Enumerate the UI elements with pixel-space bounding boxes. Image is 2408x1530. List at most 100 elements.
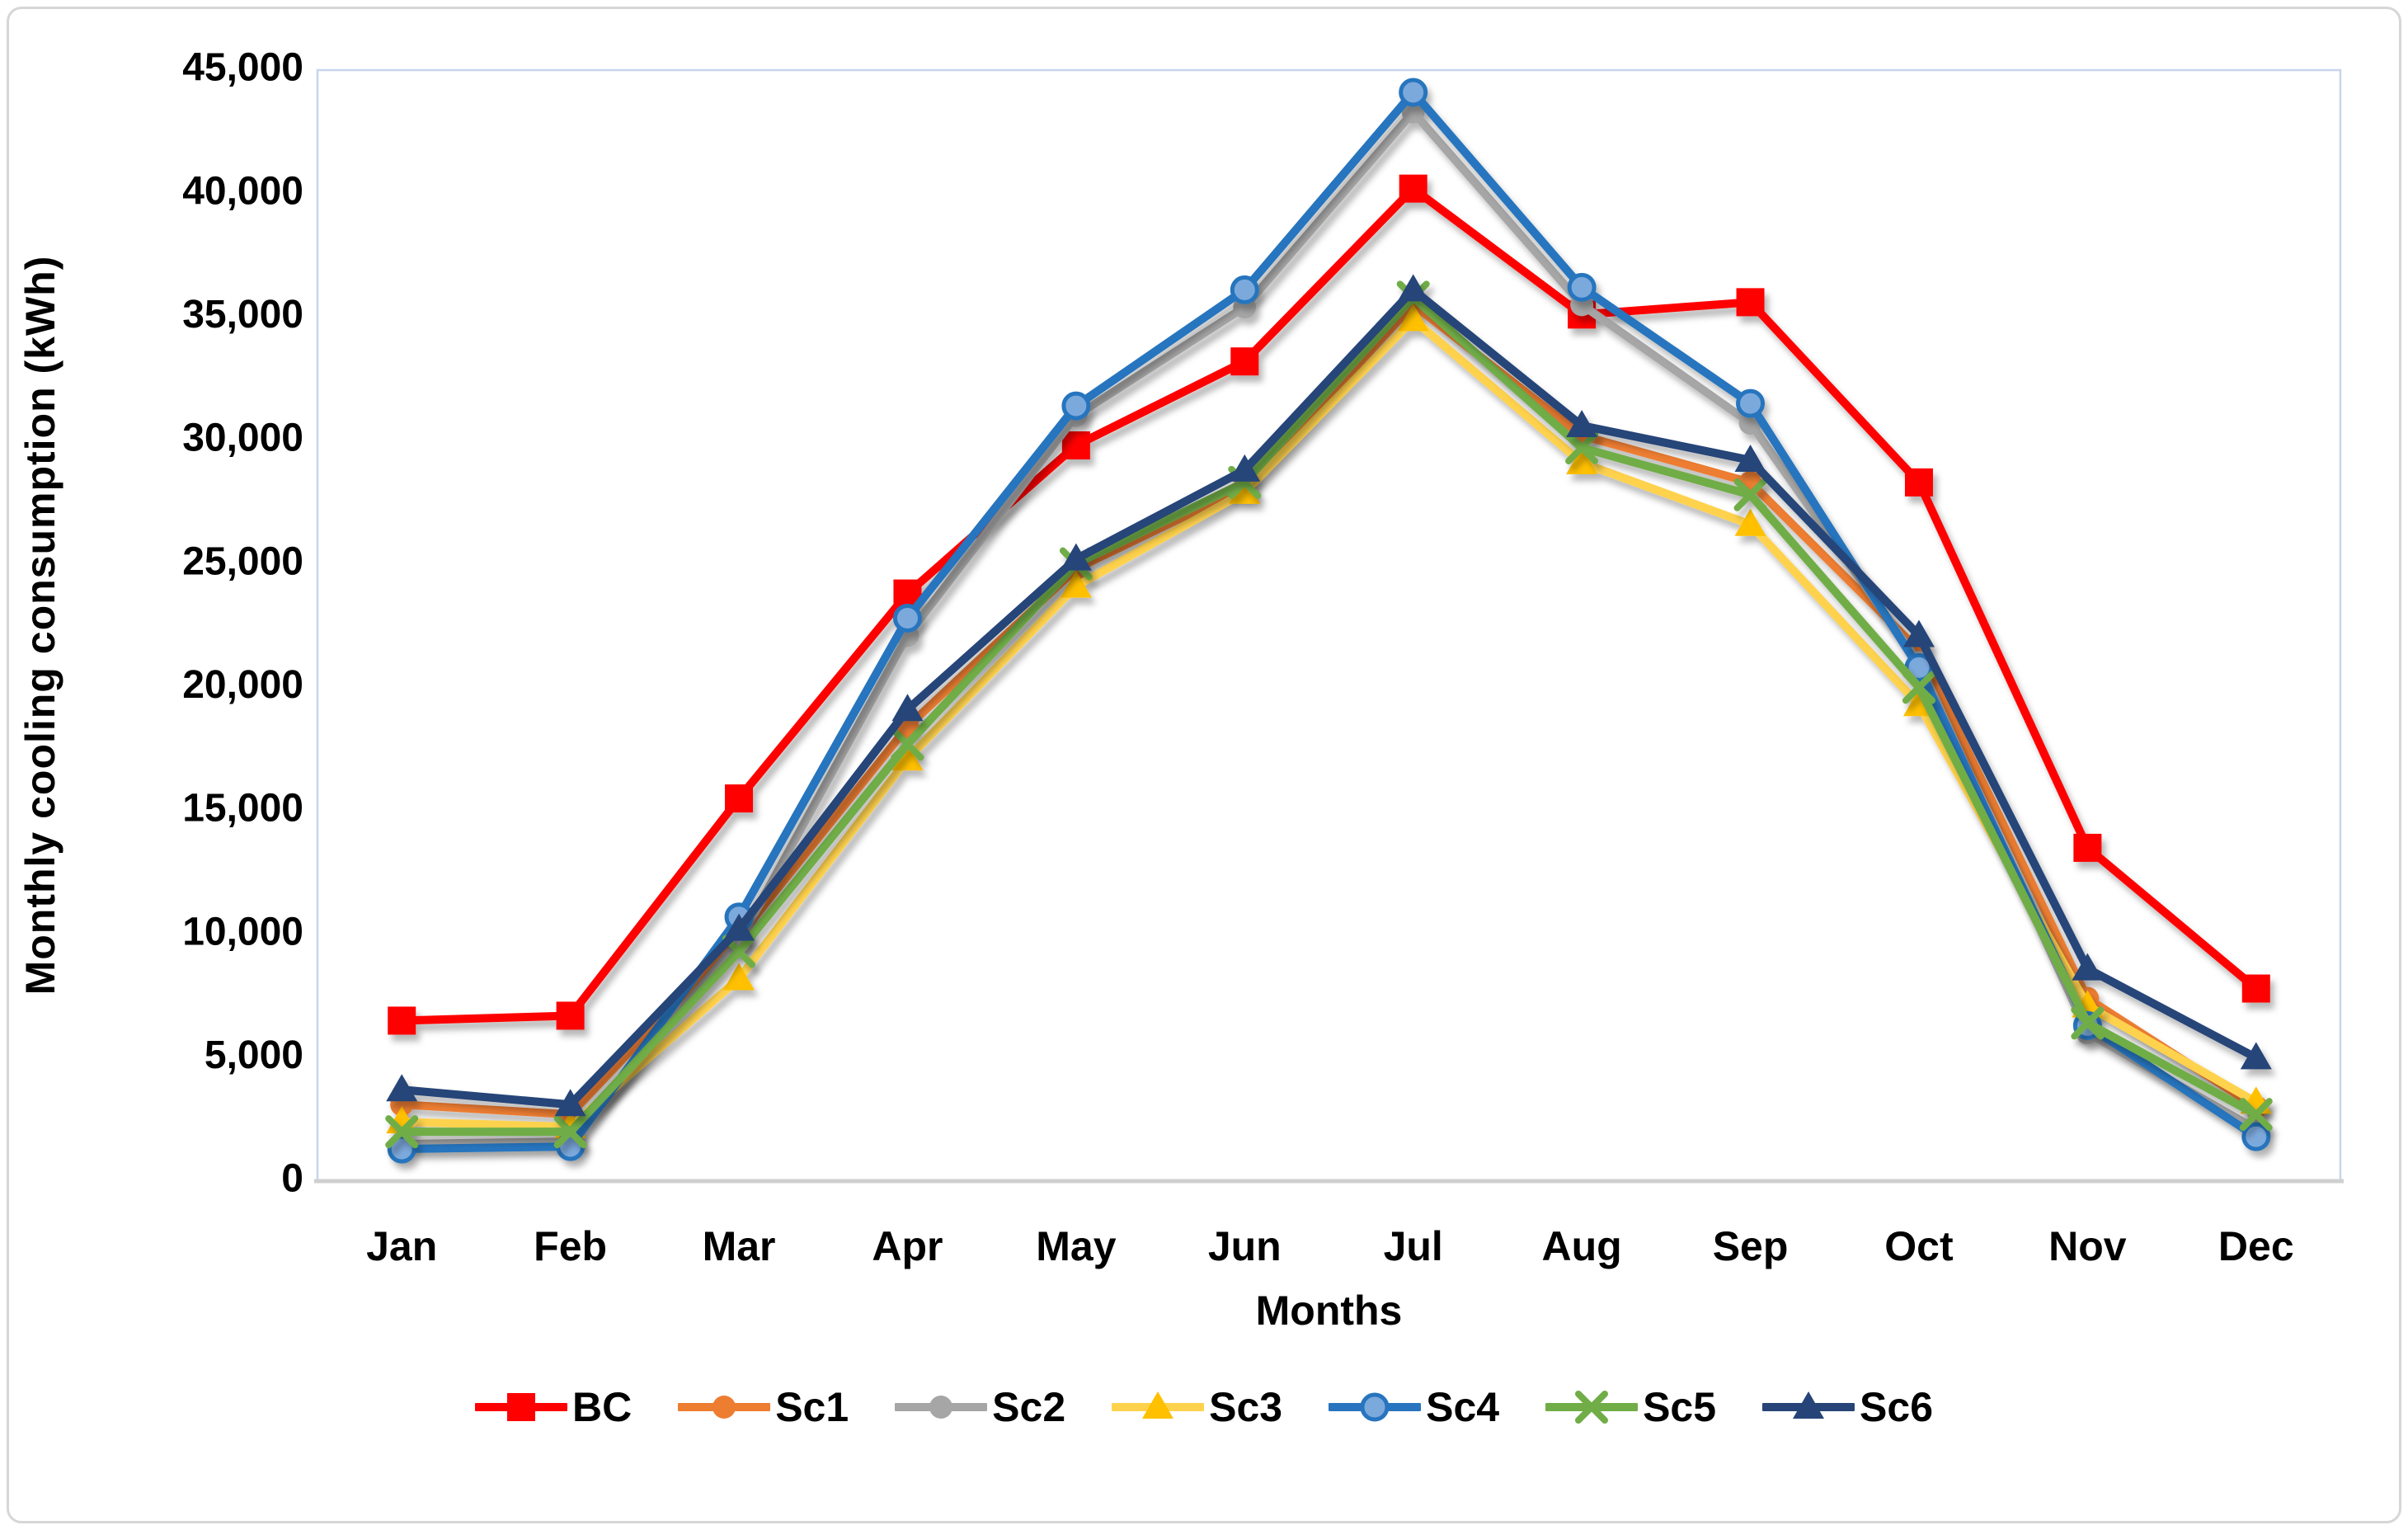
x-tick-label: Nov [2048,1223,2127,1269]
marker [1060,570,1092,598]
y-tick-label: 20,000 [182,663,303,707]
marker [1736,388,1766,418]
marker [506,1393,535,1421]
marker [725,784,754,813]
marker [2071,1006,2105,1040]
marker [387,1134,416,1164]
legend-item-Sc1: Sc1 [678,1381,849,1433]
x-tick-label: Jan [366,1223,437,1269]
marker [1397,304,1429,332]
y-axis-title: Monthly cooling consumption (kWh) [17,255,63,996]
legend-label-Sc3: Sc3 [1209,1384,1283,1430]
legend-item-Sc5: Sc5 [1545,1381,1716,1433]
x-tick-label: Aug [1542,1223,1622,1269]
marker [891,727,924,761]
marker [2241,1122,2271,1151]
legend-swatch-Sc6 [1762,1391,1855,1419]
marker [1401,100,1425,124]
marker [929,1396,953,1419]
x-tick-label: Feb [534,1223,607,1269]
marker [2241,974,2270,1003]
x-tick-label: Dec [2218,1223,2294,1269]
legend-swatch-Sc1 [678,1396,771,1419]
legend-label-Sc4: Sc4 [1426,1384,1500,1430]
legend-item-Sc3: Sc3 [1112,1381,1282,1433]
x-tick-label: Jun [1208,1223,1282,1269]
marker [1399,78,1428,107]
y-tick-label: 45,000 [182,46,303,90]
marker [386,1074,418,1102]
marker [553,1115,587,1149]
marker [556,1001,585,1030]
series-line-BC [397,184,2260,1025]
marker [1733,478,1767,511]
marker [1902,619,1935,647]
marker [723,963,755,991]
marker [1061,391,1091,421]
y-tick-label: 0 [281,1157,303,1201]
marker [1230,347,1259,376]
x-tick-label: May [1036,1223,1116,1269]
marker [891,694,924,722]
series-line-Sc6 [397,285,2260,1109]
marker [1397,274,1429,302]
marker [1567,272,1597,302]
legend-item-Sc2: Sc2 [895,1381,1065,1433]
legend-swatch-Sc5 [1545,1391,1639,1424]
y-tick-label: 30,000 [182,417,303,460]
marker [1060,543,1092,571]
marker [388,1006,416,1035]
y-tick-label: 15,000 [182,787,303,831]
x-tick-label: Mar [703,1223,776,1269]
y-tick-label: 25,000 [182,539,303,583]
series-Sc6 [386,274,2272,1117]
marker [723,913,755,941]
marker [1061,431,1090,459]
x-tick-label: Jul [1384,1223,1443,1269]
legend-swatch-Sc4 [1329,1392,1422,1422]
legend-item-Sc4: Sc4 [1329,1381,1499,1433]
marker [554,1089,586,1117]
marker [2239,1098,2273,1132]
legend-item-Sc6: Sc6 [1762,1381,1933,1433]
marker [1230,275,1259,304]
legend-label-Sc6: Sc6 [1860,1384,1934,1430]
legend-item-BC: BC [474,1381,633,1433]
marker [1575,1391,1609,1424]
series-line-Sc5 [397,293,2260,1137]
marker [1229,476,1261,504]
plot-area-border [316,68,2342,1183]
marker [1902,671,1935,704]
marker [1229,454,1261,482]
marker [1142,1391,1174,1419]
marker [1566,410,1598,438]
legend: BC Sc1 Sc2 Sc3 Sc4 Sc5 Sc6 [115,1369,2293,1445]
marker [713,1396,736,1419]
legend-label-BC: BC [571,1384,633,1430]
marker [2240,1042,2272,1070]
legend-label-Sc5: Sc5 [1643,1384,1717,1430]
marker [385,1115,419,1149]
y-tick-label: 5,000 [205,1033,303,1077]
marker [891,743,924,771]
x-tick-label: Oct [1884,1223,1954,1269]
marker [892,604,922,633]
legend-label-Sc1: Sc1 [775,1384,849,1430]
marker [2072,953,2104,981]
y-tick-label: 10,000 [182,910,303,953]
legend-swatch-Sc2 [895,1396,988,1419]
marker [1734,444,1766,472]
series-line-Sc3 [397,315,2260,1132]
legend-label-Sc2: Sc2 [992,1384,1066,1430]
marker [1734,508,1766,536]
series-BC [388,174,2270,1035]
marker [1360,1392,1390,1422]
x-tick-label: Apr [872,1223,943,1269]
marker [1736,288,1765,317]
x-axis-title: Months [1255,1288,1403,1334]
marker [1399,174,1427,203]
y-tick-label: 40,000 [182,169,303,213]
marker [1566,446,1598,474]
